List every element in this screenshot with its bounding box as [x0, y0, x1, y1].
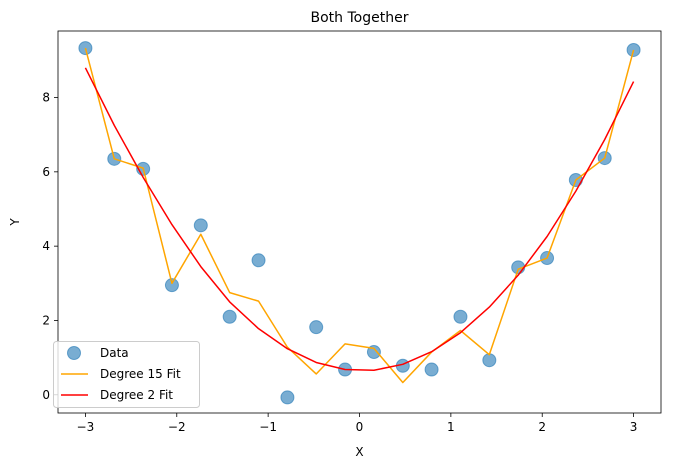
x-tick-label: 1: [447, 420, 455, 434]
data-point: [453, 309, 468, 324]
y-tick-label: 2: [42, 313, 50, 327]
data-point: [251, 253, 266, 268]
data-point: [424, 362, 439, 377]
y-tick-label: 8: [42, 91, 50, 105]
x-tick-label: −3: [77, 420, 95, 434]
legend: Data Degree 15 Fit Degree 2 Fit: [53, 341, 200, 408]
data-point: [366, 345, 381, 360]
legend-label: Degree 15 Fit: [100, 367, 181, 381]
x-axis-label: X: [355, 445, 363, 459]
legend-marker-data: [67, 346, 81, 360]
x-tick-label: 2: [538, 420, 546, 434]
plot-area: −3 −2 −1 0 1 2 3 0 2 4 6 8: [42, 30, 662, 434]
data-point: [482, 353, 497, 368]
degree-15-fit-line: [84, 47, 635, 384]
data-point: [309, 320, 324, 335]
legend-label: Data: [100, 346, 129, 360]
y-tick-label: 4: [42, 239, 50, 253]
x-tick-label: 3: [630, 420, 638, 434]
data-point: [193, 218, 208, 233]
y-tick-label: 0: [42, 388, 50, 402]
y-tick-label: 6: [42, 165, 50, 179]
x-tick-label: −1: [259, 420, 277, 434]
chart-title: Both Together: [311, 10, 409, 26]
data-point: [164, 278, 179, 293]
data-point: [280, 390, 295, 405]
data-point: [222, 309, 237, 324]
y-axis-label: Y: [8, 218, 22, 227]
legend-box: [53, 341, 200, 408]
x-tick-label: −2: [168, 420, 186, 434]
legend-label: Degree 2 Fit: [100, 388, 173, 402]
x-tick-label: 0: [356, 420, 364, 434]
degree-2-fit-line: [84, 67, 635, 372]
